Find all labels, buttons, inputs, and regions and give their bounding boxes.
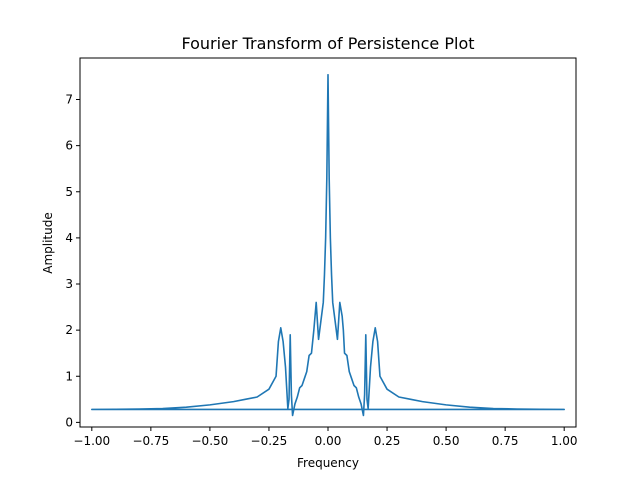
x-tick-label: −1.00: [73, 434, 110, 448]
y-tick-label: 1: [65, 369, 73, 383]
x-tick-label: 0.00: [315, 434, 342, 448]
y-axis: 0 1 2 3 4 5 6 7: [65, 93, 80, 429]
x-tick-label: 0.25: [374, 434, 401, 448]
x-axis: −1.00 −0.75 −0.50 −0.25 0.00 0.25 0.50 0.75 1.00: [73, 427, 578, 448]
x-tick-label: 0.50: [433, 434, 460, 448]
x-tick-label: −0.50: [192, 434, 229, 448]
chart-title: Fourier Transform of Persistence Plot: [181, 34, 474, 53]
y-tick-label: 6: [65, 139, 73, 153]
y-tick-label: 7: [65, 93, 73, 107]
y-tick-label: 0: [65, 415, 73, 429]
x-axis-label: Frequency: [297, 456, 359, 470]
y-tick-label: 4: [65, 231, 73, 245]
y-axis-label: Amplitude: [41, 212, 55, 274]
x-tick-label: −0.75: [132, 434, 169, 448]
y-tick-label: 5: [65, 185, 73, 199]
x-tick-label: 0.75: [492, 434, 519, 448]
series-line: [91, 74, 565, 417]
x-tick-label: −0.25: [251, 434, 288, 448]
y-tick-label: 3: [65, 277, 73, 291]
y-tick-label: 2: [65, 323, 73, 337]
x-tick-label: 1.00: [551, 434, 578, 448]
